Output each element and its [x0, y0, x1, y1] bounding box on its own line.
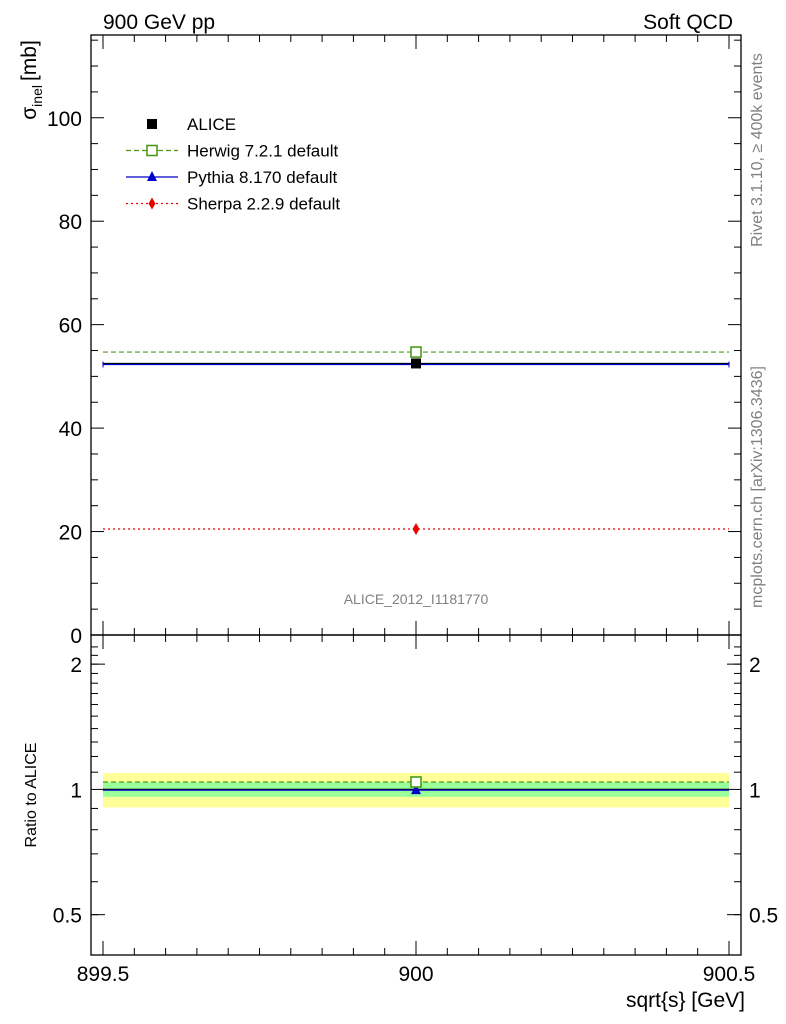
ratio-y-tick-label: 1	[70, 779, 82, 802]
ratio-y-tick-label-right: 0.5	[749, 905, 778, 928]
ratio-y-axis-label: Ratio to ALICE	[23, 743, 40, 848]
legend-label-alice: ALICE	[187, 115, 236, 134]
legend-marker-sherpa	[148, 197, 156, 210]
ratio-panel: 0.5 0.5 1 1 2 2 899.5 900 900.5	[53, 634, 778, 986]
ratio-y-tick-label: 2	[70, 654, 82, 677]
legend-marker-herwig	[146, 144, 158, 157]
y-label-unit: [mb]	[18, 40, 41, 81]
header-left: 900 GeV pp	[103, 11, 215, 34]
header-right: Soft QCD	[643, 11, 733, 34]
rivet-label: Rivet 3.1.10, ≥ 400k events	[749, 53, 766, 247]
x-axis-label: sqrt{s} [GeV]	[626, 989, 745, 1012]
legend-label-pythia: Pythia 8.170 default	[187, 168, 338, 187]
y-tick-label: 60	[59, 315, 82, 338]
y-tick-label: 100	[47, 108, 82, 131]
y-label-symbol: σ	[18, 107, 41, 120]
y-tick-label: 20	[59, 522, 82, 545]
svg-text:σinel[mb]: σinel [mb]	[18, 40, 45, 120]
y-label-subscript: inel	[29, 85, 45, 107]
y-tick-label: 40	[59, 418, 82, 441]
mcplots-label: mcplots.cern.ch [arXiv:1306.3436]	[749, 366, 766, 608]
x-tick-label: 900.5	[703, 963, 756, 986]
legend: ALICE Herwig 7.2.1 default Pythia 8.170 de…	[126, 115, 340, 214]
ratio-y-tick-label: 0.5	[53, 905, 82, 928]
legend-label-herwig: Herwig 7.2.1 default	[187, 142, 338, 161]
herwig-point	[410, 346, 422, 358]
legend-marker-alice	[147, 119, 157, 129]
ratio-y-tick-label-right: 1	[749, 779, 761, 802]
ratio-pythia-point	[411, 784, 421, 795]
main-panel: 0 20 40 60 80 100	[47, 34, 742, 648]
y-tick-label: 0	[70, 625, 82, 648]
legend-label-sherpa: Sherpa 2.2.9 default	[187, 195, 340, 214]
legend-marker-pythia	[147, 171, 157, 181]
analysis-id: ALICE_2012_I1181770	[344, 591, 489, 607]
main-y-axis-label: σinel [mb]	[18, 40, 45, 120]
ratio-herwig-point	[410, 776, 422, 788]
y-tick-label: 80	[59, 211, 82, 234]
x-tick-label: 899.5	[77, 963, 130, 986]
ratio-frame	[90, 634, 742, 956]
ratio-y-tick-label-right: 2	[749, 654, 761, 677]
sherpa-point	[412, 522, 420, 535]
x-tick-label: 900	[398, 963, 433, 986]
alice-point	[411, 358, 421, 369]
